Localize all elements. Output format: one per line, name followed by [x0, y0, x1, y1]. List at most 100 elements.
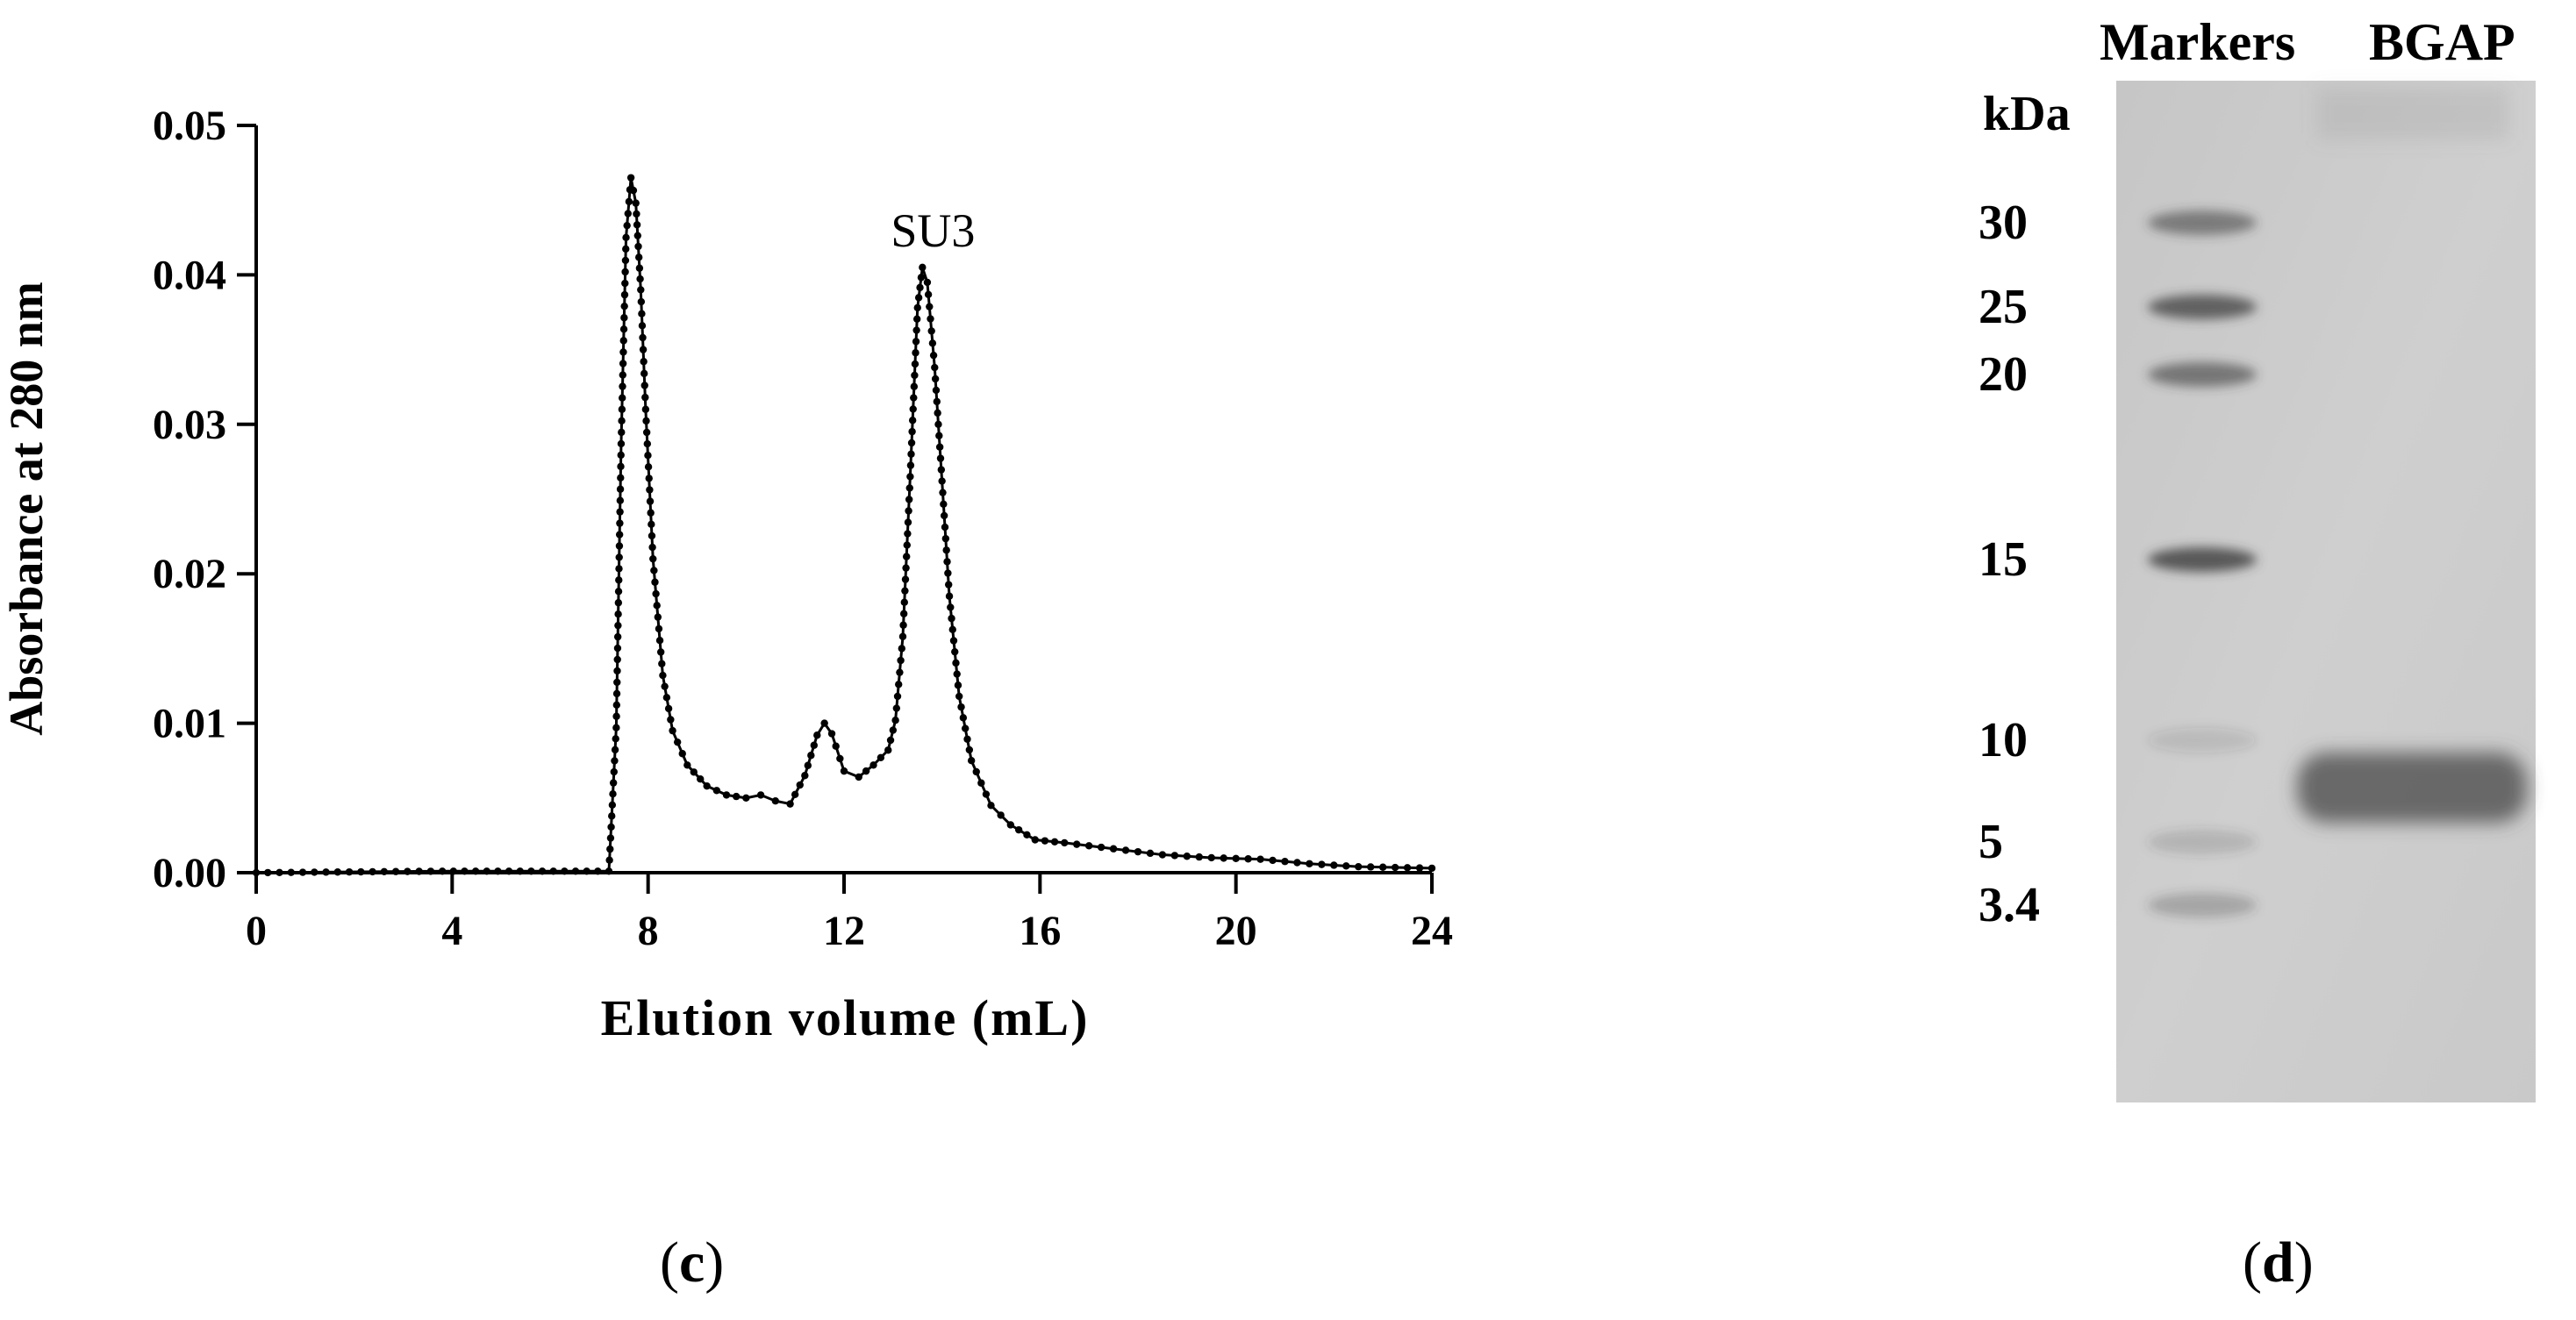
- data-point: [617, 439, 626, 448]
- data-point: [902, 553, 911, 560]
- marker-size-label: 10: [1979, 713, 2028, 767]
- data-point: [961, 724, 970, 732]
- data-point: [583, 867, 590, 875]
- data-point: [636, 275, 644, 283]
- data-point: [415, 867, 423, 875]
- data-point: [404, 867, 411, 875]
- data-point: [311, 868, 318, 876]
- data-point: [917, 274, 926, 282]
- data-point: [626, 174, 635, 182]
- data-point: [912, 315, 921, 323]
- data-point: [1031, 836, 1039, 844]
- data-point: [832, 742, 840, 750]
- data-point: [905, 507, 912, 515]
- data-point: [916, 283, 924, 292]
- data-point: [906, 461, 915, 469]
- data-point: [965, 746, 974, 754]
- data-point: [611, 746, 619, 754]
- data-point: [911, 371, 919, 380]
- data-point: [987, 802, 995, 810]
- marker-size-label: 30: [1979, 196, 2028, 250]
- data-point: [907, 439, 916, 447]
- data-point: [613, 632, 622, 641]
- unit-label-kda: kDa: [1983, 87, 2071, 141]
- data-point: [644, 463, 653, 471]
- data-point: [620, 302, 628, 310]
- data-point: [380, 867, 389, 876]
- data-point: [619, 382, 626, 390]
- data-point: [912, 349, 919, 357]
- data-point: [923, 278, 932, 287]
- data-point: [651, 578, 659, 586]
- data-point: [658, 660, 666, 667]
- data-point: [275, 868, 283, 876]
- data-point: [927, 315, 934, 323]
- data-point: [648, 520, 655, 529]
- data-point: [1121, 846, 1130, 854]
- data-point: [906, 473, 914, 481]
- data-point: [391, 867, 400, 875]
- data-point: [619, 360, 627, 367]
- panel-label-d-letter: d: [2261, 1231, 2294, 1295]
- data-point: [944, 569, 952, 577]
- data-point: [1306, 860, 1313, 867]
- data-point: [1158, 851, 1167, 859]
- data-point: [901, 587, 909, 595]
- data-point: [904, 518, 912, 526]
- data-point: [483, 867, 490, 875]
- data-point: [654, 613, 662, 621]
- data-point: [345, 867, 354, 876]
- data-point: [449, 867, 458, 875]
- data-point: [742, 794, 750, 802]
- data-point: [613, 655, 621, 664]
- data-point: [796, 781, 804, 789]
- data-point: [612, 735, 619, 743]
- data-point: [426, 867, 435, 875]
- data-point: [914, 294, 923, 302]
- data-point: [889, 726, 898, 734]
- data-point: [898, 632, 907, 640]
- data-point: [936, 454, 945, 462]
- data-point: [610, 767, 618, 776]
- data-point: [938, 477, 946, 485]
- data-point: [932, 386, 941, 395]
- y-tick-label: 0.03: [153, 402, 226, 448]
- data-point: [655, 624, 663, 633]
- data-point: [640, 358, 648, 366]
- data-point: [646, 497, 655, 505]
- data-point: [908, 417, 917, 425]
- data-point: [298, 868, 307, 876]
- x-tick-label: 4: [441, 908, 462, 954]
- data-point: [891, 716, 899, 724]
- data-point: [949, 637, 958, 645]
- data-point: [667, 716, 675, 724]
- data-point: [615, 565, 623, 573]
- data-point: [1428, 864, 1436, 873]
- data-point: [621, 279, 629, 288]
- data-point: [904, 530, 912, 538]
- x-axis-title: Elution volume (mL): [601, 989, 1090, 1046]
- data-point: [942, 546, 950, 554]
- data-point: [804, 761, 812, 769]
- data-point: [926, 303, 934, 310]
- data-point: [617, 474, 625, 482]
- data-point: [901, 575, 910, 583]
- data-point: [910, 394, 918, 402]
- data-point: [886, 736, 895, 745]
- column-header-bgap: BGAP: [2369, 13, 2515, 71]
- x-tick-label: 8: [638, 908, 659, 954]
- data-point: [913, 303, 921, 312]
- data-point: [634, 253, 643, 261]
- data-point: [1061, 838, 1069, 847]
- x-tick-label: 16: [1019, 908, 1061, 954]
- data-point: [656, 648, 665, 656]
- data-point: [924, 290, 933, 298]
- data-point: [786, 800, 794, 808]
- data-point: [1050, 838, 1059, 846]
- data-point: [538, 867, 547, 875]
- y-tick-label: 0.02: [153, 551, 226, 597]
- data-point: [954, 681, 962, 689]
- data-point: [897, 656, 905, 665]
- data-point: [934, 409, 941, 417]
- marker-band: [2148, 295, 2257, 319]
